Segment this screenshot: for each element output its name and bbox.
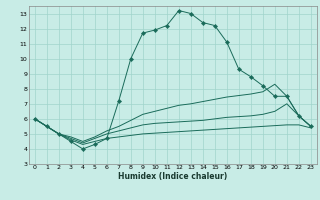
X-axis label: Humidex (Indice chaleur): Humidex (Indice chaleur) xyxy=(118,172,228,181)
